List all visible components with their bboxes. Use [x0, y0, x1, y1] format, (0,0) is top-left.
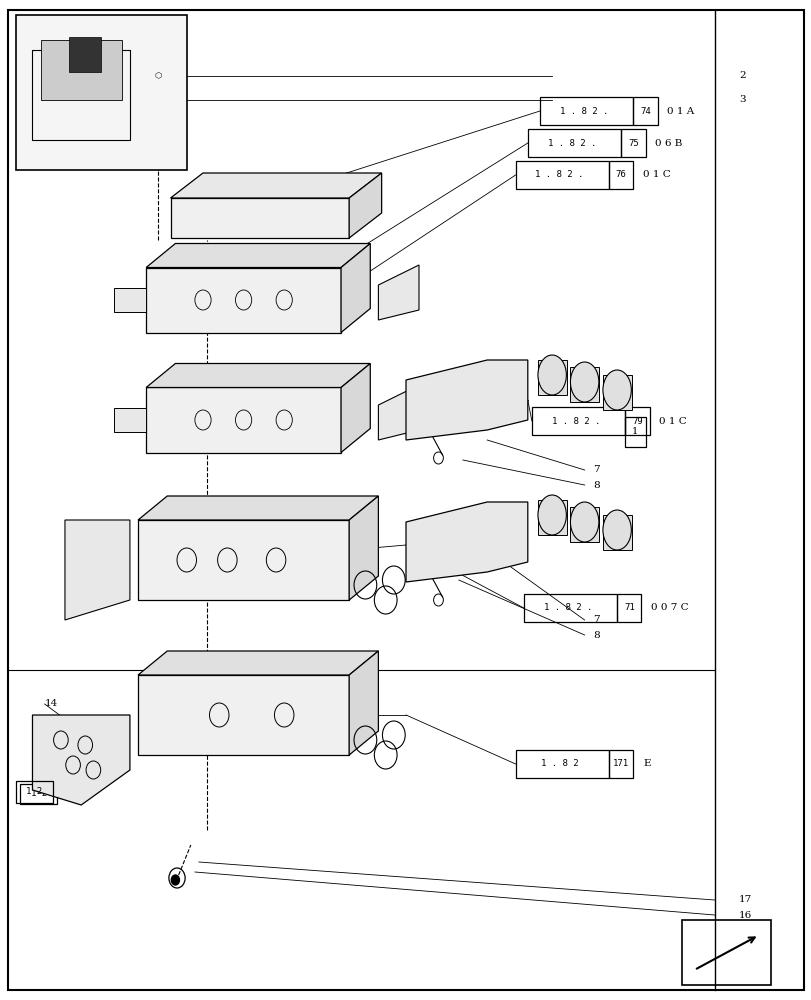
Ellipse shape: [569, 502, 598, 542]
Bar: [138, 520, 349, 600]
Polygon shape: [349, 496, 378, 600]
Bar: [681, 920, 770, 985]
Bar: [114, 288, 146, 312]
Text: 8: 8: [592, 631, 599, 640]
Ellipse shape: [537, 355, 566, 395]
Text: 12: 12: [45, 774, 58, 782]
Bar: [515, 161, 608, 189]
Bar: [608, 750, 633, 778]
Text: 3: 3: [738, 96, 744, 104]
Polygon shape: [146, 243, 370, 268]
Bar: [602, 515, 631, 550]
Polygon shape: [378, 265, 418, 320]
Polygon shape: [146, 363, 370, 388]
Ellipse shape: [569, 362, 598, 402]
Polygon shape: [32, 715, 130, 805]
Polygon shape: [65, 520, 130, 620]
Text: 1 . 8 2 .: 1 . 8 2 .: [543, 603, 597, 612]
Text: 1: 1: [632, 427, 637, 436]
Ellipse shape: [537, 495, 566, 535]
Text: 15: 15: [77, 758, 90, 766]
Bar: [569, 367, 599, 402]
Text: 7: 7: [592, 466, 599, 475]
Text: 1 . 8 2 .: 1 . 8 2 .: [547, 138, 601, 147]
Ellipse shape: [602, 370, 631, 410]
Bar: [20, 784, 57, 804]
Text: E: E: [642, 760, 650, 768]
Bar: [537, 360, 566, 395]
Polygon shape: [341, 363, 370, 452]
Polygon shape: [349, 173, 381, 238]
Text: 1 . 8 2 .: 1 . 8 2 .: [551, 416, 605, 426]
Text: 14: 14: [45, 700, 58, 708]
Text: 1 2: 1 2: [31, 790, 46, 798]
Bar: [16, 15, 187, 170]
Text: 1 2: 1 2: [26, 788, 42, 796]
Text: 0 1 C: 0 1 C: [642, 170, 670, 179]
Text: 7: 7: [592, 615, 599, 624]
Text: 0 1 A: 0 1 A: [667, 106, 694, 115]
Bar: [616, 594, 641, 622]
Circle shape: [171, 875, 179, 885]
Bar: [170, 198, 349, 238]
Text: 0 0 7 C: 0 0 7 C: [650, 603, 688, 612]
Text: 2: 2: [738, 72, 744, 81]
Polygon shape: [138, 651, 378, 675]
Bar: [537, 500, 566, 535]
Bar: [114, 408, 146, 432]
Bar: [624, 407, 649, 435]
Bar: [633, 97, 657, 125]
Text: 8: 8: [592, 481, 599, 489]
Bar: [527, 129, 620, 157]
Bar: [41, 40, 122, 100]
Text: 13: 13: [77, 788, 90, 796]
Text: 76: 76: [615, 170, 626, 179]
Bar: [138, 675, 349, 755]
Bar: [16, 781, 53, 803]
Polygon shape: [406, 360, 527, 440]
Polygon shape: [341, 243, 370, 332]
Text: 79: 79: [631, 416, 642, 426]
Bar: [146, 267, 341, 332]
Text: 1 . 8 2 .: 1 . 8 2 .: [534, 170, 589, 179]
Text: 17: 17: [738, 896, 751, 904]
Text: 71: 71: [623, 603, 634, 612]
Text: 75: 75: [627, 138, 638, 147]
Bar: [620, 129, 645, 157]
Text: 74: 74: [639, 106, 650, 115]
Text: 171: 171: [612, 760, 629, 768]
Polygon shape: [349, 651, 378, 755]
Bar: [531, 407, 624, 435]
Bar: [569, 507, 599, 542]
Text: 0 1 C: 0 1 C: [659, 416, 686, 426]
Bar: [146, 387, 341, 452]
Bar: [539, 97, 633, 125]
Polygon shape: [378, 385, 418, 440]
Polygon shape: [170, 173, 381, 198]
Bar: [602, 375, 631, 410]
Polygon shape: [138, 496, 378, 520]
Text: 16: 16: [738, 910, 751, 920]
Polygon shape: [406, 502, 527, 582]
Text: ⬡: ⬡: [154, 72, 162, 81]
Bar: [608, 161, 633, 189]
Bar: [515, 750, 608, 778]
Bar: [624, 417, 645, 447]
Text: 1 . 8 2: 1 . 8 2: [540, 760, 583, 768]
Bar: [523, 594, 616, 622]
Bar: [32, 50, 130, 140]
Ellipse shape: [602, 510, 631, 550]
Bar: [69, 37, 101, 72]
Text: 1 . 8 2 .: 1 . 8 2 .: [559, 106, 613, 115]
Text: 0 6 B: 0 6 B: [654, 138, 682, 147]
